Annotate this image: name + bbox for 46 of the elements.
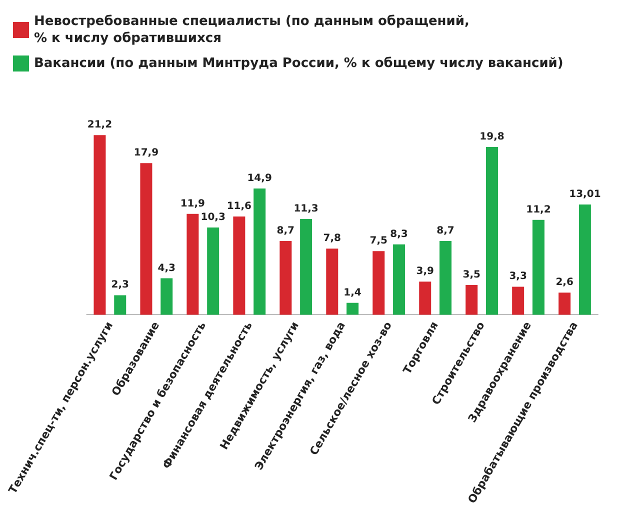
bar <box>486 147 498 315</box>
data-label: 3,3 <box>509 271 527 282</box>
bar <box>393 244 406 315</box>
data-label: 17,9 <box>134 148 159 159</box>
data-label: 10,3 <box>200 212 226 223</box>
data-label: 8,7 <box>436 226 454 237</box>
data-label: 11,3 <box>294 204 318 215</box>
bar <box>160 278 173 315</box>
legend-label: Невостребованные специалисты (по данным обращений, % к числу обратившихся <box>34 14 474 46</box>
data-label: 14,9 <box>247 173 272 184</box>
bar <box>233 216 246 315</box>
data-label: 19,8 <box>480 132 504 143</box>
bar <box>207 227 220 315</box>
bar <box>578 204 591 315</box>
bar <box>346 302 359 315</box>
bar <box>94 135 106 315</box>
data-label: 8,7 <box>276 226 295 237</box>
bar <box>466 285 478 315</box>
bar <box>186 214 199 315</box>
bar <box>419 282 432 315</box>
data-label: 4,3 <box>158 262 176 274</box>
bar <box>114 295 126 315</box>
data-label: 21,2 <box>87 120 112 131</box>
bar <box>440 241 452 315</box>
data-label: 7,8 <box>323 233 342 244</box>
data-label: 3,5 <box>462 270 480 281</box>
bar <box>300 219 312 315</box>
bar <box>280 241 292 315</box>
data-label: 2,3 <box>111 280 130 291</box>
data-label: 2,6 <box>556 277 574 288</box>
bar <box>512 286 524 315</box>
bar <box>140 163 152 315</box>
bar <box>372 251 385 315</box>
bar <box>532 220 544 315</box>
bar <box>558 292 571 315</box>
data-label: 11,9 <box>180 198 206 210</box>
data-label: 7,5 <box>370 236 388 247</box>
legend-label: Вакансии (по данным Минтруда России, % к общему числу вакансий) <box>34 56 564 71</box>
bar <box>326 248 338 315</box>
data-label: 1,4 <box>344 287 362 298</box>
data-label: 11,2 <box>526 204 551 216</box>
data-label: 13,01 <box>569 189 601 200</box>
data-label: 8,3 <box>390 228 408 240</box>
data-label: 11,6 <box>226 200 252 212</box>
bar <box>254 188 266 315</box>
data-label: 3,9 <box>416 266 434 278</box>
